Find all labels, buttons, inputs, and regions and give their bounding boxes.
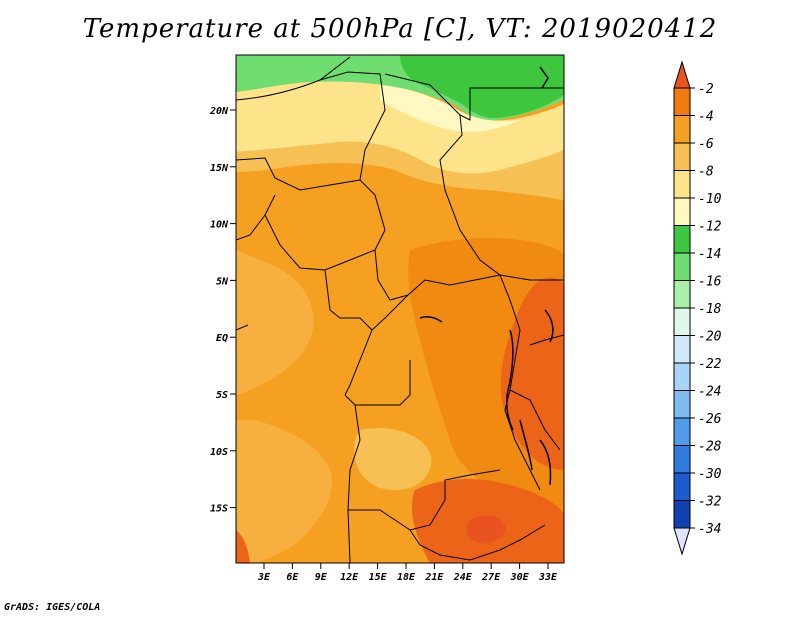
colorbar-label: -14: [698, 247, 721, 262]
lon-label: 27E: [481, 572, 501, 583]
lat-label: 10S: [210, 447, 228, 458]
lat-label: 20N: [209, 106, 229, 117]
colorbar-segment: [673, 335, 691, 364]
field-mid-band: [236, 164, 564, 225]
longitude-axis: 3E 6E 9E 12E 15E 18E 21E 24E 27E 30E 33E: [257, 563, 558, 583]
lakes: [419, 66, 554, 486]
colorbar-label: -26: [698, 412, 722, 427]
lat-label: 5N: [216, 276, 229, 287]
lat-label: 15S: [210, 504, 228, 515]
colorbar-label: -28: [698, 440, 722, 455]
colorbar-segment: [673, 87, 691, 116]
colorbar-segment: [673, 280, 691, 309]
lon-label: 9E: [315, 572, 328, 583]
field-west-patch: [236, 250, 314, 396]
temperature-field: [236, 55, 564, 563]
colorbar-segment: [673, 225, 691, 254]
colorbar-segment: [673, 390, 691, 419]
field-south-pale-patch: [354, 428, 432, 491]
colorbar-label: -32: [698, 495, 722, 510]
field-minus2-southwest: [236, 530, 250, 563]
colorbar-label: -8: [698, 165, 714, 180]
lat-label: 5S: [216, 390, 228, 401]
colorbar-segment: [673, 472, 691, 501]
lon-label: 3E: [257, 572, 271, 583]
colorbar-segment: [673, 417, 691, 446]
colorbar-segment: [673, 307, 691, 336]
field-minus12: [400, 55, 564, 119]
colorbar-label: -6: [698, 137, 714, 152]
map-title: Temperature at 500hPa [C], VT: 201902041…: [82, 14, 718, 44]
field-southwest-patch: [236, 420, 332, 563]
lat-label: 15N: [210, 163, 229, 174]
lon-label: 30E: [510, 572, 530, 583]
lon-label: 33E: [538, 572, 558, 583]
lat-label: EQ: [216, 333, 228, 344]
lon-label: 24E: [453, 572, 473, 583]
colorbar: -2 -4 -6 -8 -10 -12 -14 -16 -18 -20 -22 -24 -26 -28 -3…: [673, 60, 722, 556]
lon-label: 15E: [369, 572, 388, 583]
lat-label: 10N: [210, 220, 229, 231]
field-minus8: [236, 81, 564, 174]
colorbar-segment: [673, 362, 691, 391]
colorbar-segment: [673, 115, 691, 144]
colorbar-segment: [673, 252, 691, 281]
lon-label: 21E: [424, 572, 444, 583]
colorbar-segment: [673, 500, 691, 529]
colorbar-label: -16: [698, 275, 722, 290]
colorbar-segment: [673, 170, 691, 199]
colorbar-label: -10: [698, 192, 722, 207]
colorbar-label: -18: [698, 302, 722, 317]
lon-label: 18E: [397, 572, 416, 583]
colorbar-segment: [673, 445, 691, 474]
colorbar-label: -22: [698, 357, 722, 372]
colorbar-label: -24: [698, 385, 721, 400]
lon-label: 6E: [286, 572, 299, 583]
field-hotspot: [466, 515, 506, 544]
grads-credit: GrADS: IGES/COLA: [4, 602, 101, 613]
colorbar-segment: [673, 197, 691, 226]
map-frame: [235, 54, 565, 564]
colorbar-label: -30: [698, 467, 722, 482]
field-minus2-east: [500, 277, 564, 470]
colorbar-bottom-arrow: [673, 527, 691, 556]
lon-label: 12E: [340, 572, 359, 583]
colorbar-label: -34: [698, 522, 721, 537]
field-minus10: [380, 85, 520, 132]
latitude-axis: 20N 15N 10N 5N EQ 5S 10S 15S: [209, 106, 236, 515]
colorbar-top-arrow: [673, 60, 691, 89]
field-minus8-strip: [236, 141, 564, 200]
colorbar-label: -2: [698, 82, 714, 97]
colorbar-label: -4: [698, 110, 714, 125]
colorbar-label: -20: [698, 330, 722, 345]
colorbar-label: -12: [698, 220, 722, 235]
colorbar-segment: [673, 142, 691, 171]
country-boundaries: [236, 56, 564, 563]
